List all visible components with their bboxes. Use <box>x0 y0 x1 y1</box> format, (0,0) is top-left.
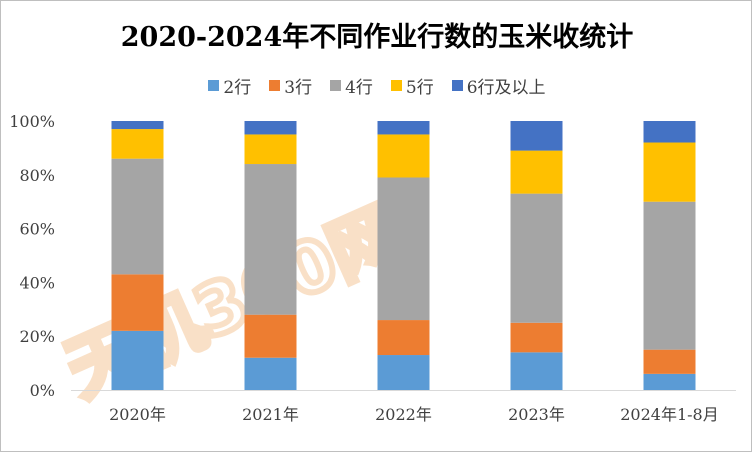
legend-item-5: 5行 <box>390 73 434 98</box>
bar-segment-3 <box>510 193 563 323</box>
bar-segment-5 <box>510 121 563 151</box>
y-tick-label: 100% <box>9 112 55 131</box>
bar-segment-1 <box>377 355 430 390</box>
bar-segment-2 <box>111 274 164 331</box>
bar-segment-4 <box>643 142 696 202</box>
legend-item-6plus: 6行及以上 <box>451 73 546 98</box>
bar-segment-5 <box>377 121 430 135</box>
bar-segment-3 <box>377 177 430 321</box>
legend-label-2: 2行 <box>223 78 252 98</box>
y-tick-label: 80% <box>19 166 55 185</box>
watermark-text: 天机360网 <box>55 192 414 412</box>
legend-swatch-5 <box>390 80 402 91</box>
bar-segment-3 <box>111 158 164 275</box>
bar-segment-1 <box>244 357 297 390</box>
bar-segment-5 <box>643 121 696 143</box>
legend-item-3: 3行 <box>269 73 312 98</box>
x-tick-label: 2024年1-8月 <box>620 405 719 424</box>
bar-segment-5 <box>111 121 164 130</box>
bar-segment-4 <box>510 150 563 194</box>
legend-label-4: 4行 <box>345 78 373 98</box>
bar-segment-4 <box>111 129 164 159</box>
bar-segment-4 <box>244 134 297 165</box>
chart-title: 2020-2024年不同作业行数的玉米收统计 <box>120 22 634 53</box>
y-tick-label: 40% <box>19 273 55 292</box>
bar-segment-1 <box>510 352 563 390</box>
legend-label-5: 5行 <box>405 78 434 98</box>
y-tick-label: 0% <box>30 381 55 400</box>
bar-segment-4 <box>377 134 430 178</box>
legend-label-3: 3行 <box>284 78 313 98</box>
x-tick-label: 2022年 <box>375 405 432 424</box>
x-tick-label: 2020年 <box>109 405 166 424</box>
bar-segment-2 <box>643 349 696 374</box>
legend-item-4: 4行 <box>330 73 373 98</box>
y-tick-label: 60% <box>19 220 55 239</box>
y-tick-label: 20% <box>19 327 55 346</box>
bar-segment-5 <box>244 121 297 135</box>
bar-segment-2 <box>510 322 563 353</box>
x-tick-label: 2023年 <box>508 405 565 424</box>
legend-swatch-4 <box>330 80 342 91</box>
bar-segment-2 <box>377 320 430 356</box>
bar-segment-1 <box>643 373 696 390</box>
bar-segment-2 <box>244 314 297 358</box>
bar-segment-1 <box>111 330 164 390</box>
bar-segment-3 <box>643 201 696 350</box>
legend-swatch-6plus <box>451 80 463 91</box>
legend-swatch-2 <box>208 80 220 91</box>
bar-segment-3 <box>244 164 297 315</box>
chart-legend: 2行 3行 4行 5行 6行及以上 <box>1 73 752 98</box>
x-tick-label: 2021年 <box>242 405 299 424</box>
legend-item-2: 2行 <box>208 73 251 98</box>
legend-swatch-3 <box>269 80 281 91</box>
legend-label-6plus: 6行及以上 <box>466 78 546 98</box>
